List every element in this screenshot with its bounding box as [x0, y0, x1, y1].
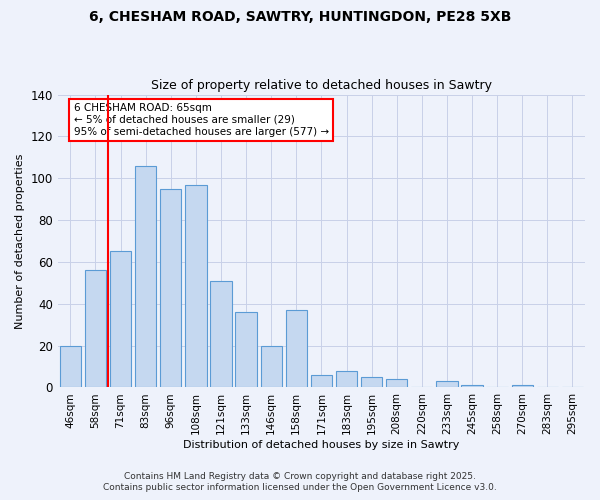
Bar [286, 310, 307, 388]
Bar [361, 377, 382, 388]
Bar [336, 370, 357, 388]
Title: Size of property relative to detached houses in Sawtry: Size of property relative to detached ho… [151, 79, 492, 92]
Bar [512, 386, 533, 388]
Bar [59, 346, 81, 388]
Y-axis label: Number of detached properties: Number of detached properties [15, 154, 25, 328]
Text: 6, CHESHAM ROAD, SAWTRY, HUNTINGDON, PE28 5XB: 6, CHESHAM ROAD, SAWTRY, HUNTINGDON, PE2… [89, 10, 511, 24]
Text: 6 CHESHAM ROAD: 65sqm
← 5% of detached houses are smaller (29)
95% of semi-detac: 6 CHESHAM ROAD: 65sqm ← 5% of detached h… [74, 104, 329, 136]
Bar [211, 281, 232, 388]
Bar [135, 166, 157, 388]
X-axis label: Distribution of detached houses by size in Sawtry: Distribution of detached houses by size … [183, 440, 460, 450]
Bar [461, 386, 482, 388]
Bar [85, 270, 106, 388]
Bar [185, 184, 206, 388]
Bar [436, 381, 458, 388]
Bar [110, 252, 131, 388]
Bar [386, 379, 407, 388]
Bar [160, 188, 181, 388]
Bar [311, 375, 332, 388]
Text: Contains HM Land Registry data © Crown copyright and database right 2025.
Contai: Contains HM Land Registry data © Crown c… [103, 472, 497, 492]
Bar [260, 346, 282, 388]
Bar [235, 312, 257, 388]
